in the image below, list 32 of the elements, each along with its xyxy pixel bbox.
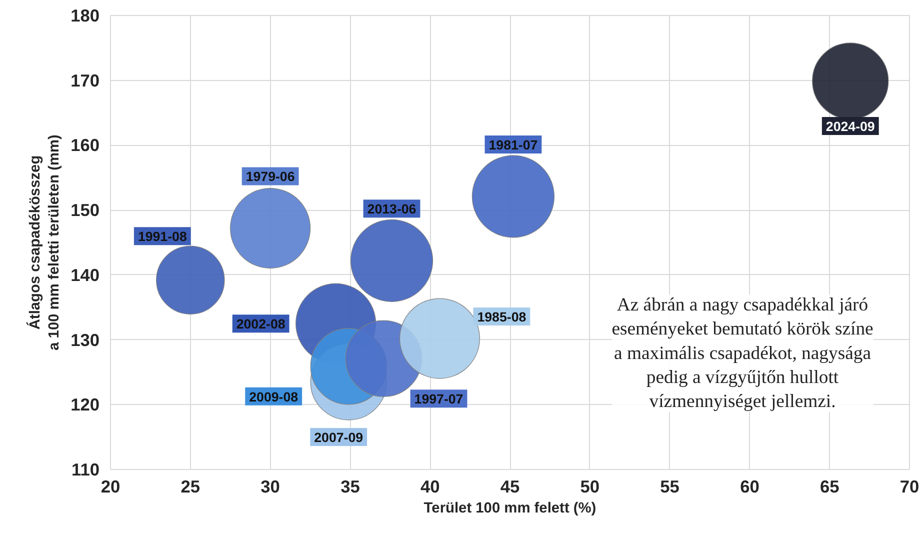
- series-label: 1985-08: [477, 309, 526, 324]
- x-tick-label: 20: [100, 476, 120, 496]
- x-tick-label: 45: [500, 476, 520, 496]
- y-tick-label: 130: [70, 330, 100, 350]
- x-tick-label: 60: [740, 476, 760, 496]
- series-label: 2024-09: [826, 119, 875, 134]
- series-label: 2013-06: [367, 202, 416, 217]
- series-label: 2007-09: [314, 430, 364, 445]
- y-tick-label: 170: [70, 70, 100, 90]
- x-tick-label: 50: [580, 476, 600, 496]
- y-tick-label: 140: [70, 264, 100, 285]
- series-label: 1997-07: [414, 392, 464, 407]
- x-tick-label: 40: [420, 476, 440, 496]
- x-tick-label: 70: [900, 476, 920, 496]
- x-tick-label: 25: [180, 476, 200, 496]
- y-tick-label: 180: [70, 6, 100, 26]
- series-label: 1981-07: [488, 137, 538, 152]
- x-tick-label: 35: [340, 476, 360, 496]
- y-tick-label: 160: [70, 135, 100, 156]
- annotation: Az ábrán a nagy csapadékkal járó eseményeket bemutató körök színe a maximális csapadékot, nagysága pedig a vízgyűjtőn hullott vízmennyiséget jellemzi.: [612, 294, 874, 412]
- x-tick-label: 30: [260, 476, 280, 496]
- x-axis-title: Terület 100 mm felett (%): [424, 500, 596, 516]
- x-tick-label: 55: [660, 476, 680, 496]
- x-tick-label: 65: [820, 476, 840, 496]
- series-label: 1991-08: [138, 229, 187, 244]
- y-tick-label: 150: [70, 200, 100, 220]
- series-label: 2009-08: [249, 389, 298, 404]
- y-tick-label: 110: [72, 460, 100, 480]
- series-label: 1979-06: [246, 169, 295, 184]
- y-tick-label: 120: [70, 394, 100, 415]
- series-label: 2002-08: [236, 316, 286, 332]
- y-axis-title: Átlagos csapadékösszeg a 100 mm feletti területen (mm): [26, 134, 63, 350]
